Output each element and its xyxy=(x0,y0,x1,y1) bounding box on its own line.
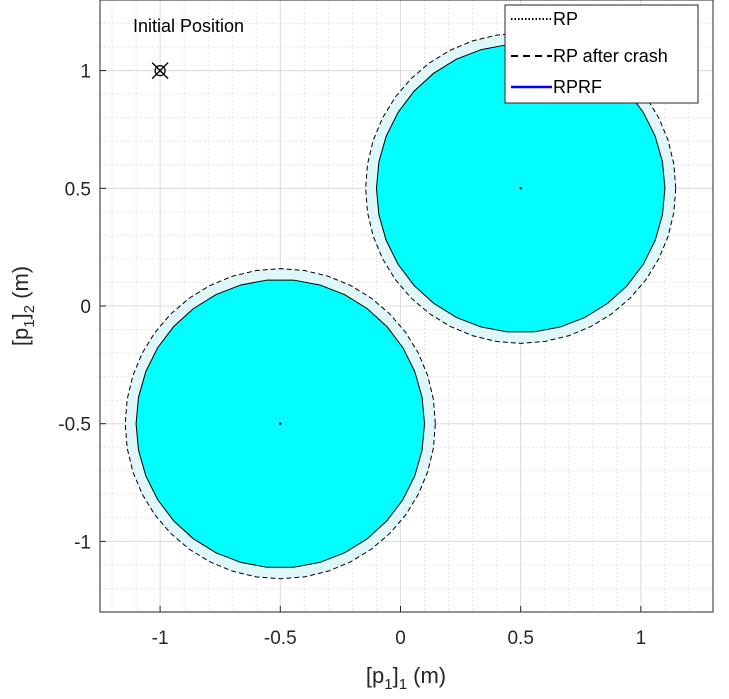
initial-position-label: Initial Position xyxy=(133,16,244,36)
axis-tick-labels: -1 -0.5 0 0.5 1 -1 -0.5 0 0.5 1 xyxy=(58,62,646,649)
markers-layer xyxy=(151,62,169,80)
x-tick-label: -0.5 xyxy=(264,628,297,649)
x-tick-label: 0 xyxy=(395,628,406,649)
y-tick-label: 0 xyxy=(80,297,91,318)
legend-label-rprf: RPRF xyxy=(553,77,602,97)
obstacle-center-2 xyxy=(519,187,522,190)
legend-label-rp-after-crash: RP after crash xyxy=(553,46,668,66)
initial-position-marker-circle xyxy=(154,64,166,77)
initial-position-marker-cross xyxy=(151,62,169,80)
y-tick-label: -0.5 xyxy=(58,415,91,436)
y-tick-label: -1 xyxy=(74,532,91,553)
y-tick-label: 1 xyxy=(80,62,91,83)
x-tick-label: 0.5 xyxy=(507,628,533,649)
y-tick-label: 0.5 xyxy=(65,179,91,200)
obstacles-layer xyxy=(124,32,677,580)
y-axis-label: [p1]2 (m) xyxy=(8,266,38,346)
axis-ticks xyxy=(100,70,642,612)
obstacle-center-1 xyxy=(279,422,282,425)
legend-label-rp: RP xyxy=(553,9,578,29)
legend: RP RP after crash RPRF xyxy=(504,4,699,104)
x-tick-label: 1 xyxy=(636,628,647,649)
x-tick-label: -1 xyxy=(152,628,169,649)
x-axis-label: [p1]1 (m) xyxy=(366,663,446,693)
